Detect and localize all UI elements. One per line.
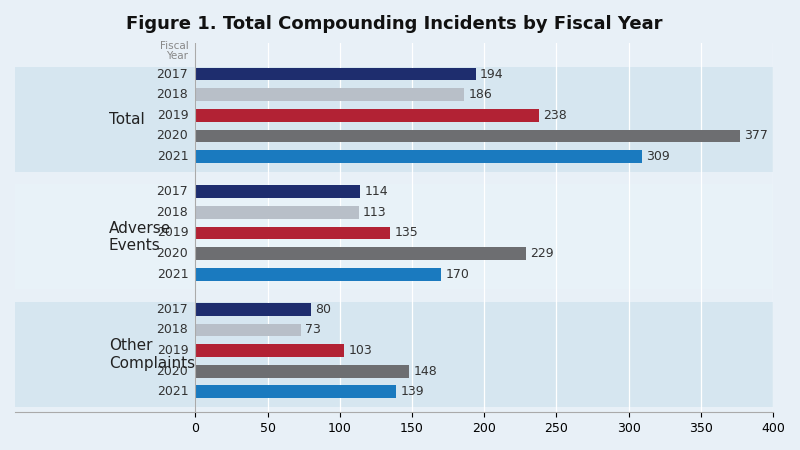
Text: 2021: 2021 — [157, 385, 188, 398]
Text: 2019: 2019 — [157, 344, 188, 357]
Text: Fiscal
Year: Fiscal Year — [159, 40, 188, 62]
Title: Figure 1. Total Compounding Incidents by Fiscal Year: Figure 1. Total Compounding Incidents by… — [126, 15, 662, 33]
Text: 103: 103 — [349, 344, 372, 357]
Bar — [195, 68, 476, 81]
Bar — [195, 365, 409, 378]
Bar — [195, 150, 642, 163]
Text: 2017: 2017 — [157, 68, 188, 81]
Text: 80: 80 — [315, 303, 331, 316]
Text: 186: 186 — [468, 88, 492, 101]
Bar — [195, 226, 390, 239]
Text: 135: 135 — [394, 226, 418, 239]
Text: 309: 309 — [646, 150, 670, 163]
Text: 2020: 2020 — [157, 130, 188, 143]
Bar — [195, 303, 311, 316]
Text: 2019: 2019 — [157, 226, 188, 239]
Text: 377: 377 — [744, 130, 768, 143]
Text: 114: 114 — [365, 185, 388, 198]
Text: Total: Total — [109, 112, 145, 127]
Bar — [195, 386, 396, 398]
Bar — [195, 324, 301, 336]
Text: 113: 113 — [363, 206, 386, 219]
Text: Other
Complaints: Other Complaints — [109, 338, 195, 371]
Text: 148: 148 — [414, 364, 438, 378]
Text: 170: 170 — [446, 268, 469, 281]
Bar — [15, 67, 773, 172]
Text: 139: 139 — [401, 385, 424, 398]
Bar — [195, 109, 539, 122]
Bar — [195, 88, 464, 101]
Bar — [195, 268, 441, 281]
Text: 229: 229 — [530, 247, 554, 260]
Bar — [15, 184, 773, 289]
Text: 2018: 2018 — [157, 324, 188, 337]
Text: 2020: 2020 — [157, 364, 188, 378]
Text: 2021: 2021 — [157, 150, 188, 163]
Text: 238: 238 — [543, 109, 567, 122]
Text: Adverse
Events: Adverse Events — [109, 220, 171, 253]
Text: 73: 73 — [306, 324, 321, 337]
Text: 2018: 2018 — [157, 206, 188, 219]
Bar — [195, 247, 526, 260]
Text: 2017: 2017 — [157, 185, 188, 198]
Bar — [195, 206, 358, 219]
Bar — [195, 344, 344, 357]
Bar — [195, 185, 360, 198]
Text: 194: 194 — [480, 68, 503, 81]
Text: 2017: 2017 — [157, 303, 188, 316]
Text: 2018: 2018 — [157, 88, 188, 101]
Bar — [15, 302, 773, 407]
Text: 2019: 2019 — [157, 109, 188, 122]
Text: 2020: 2020 — [157, 247, 188, 260]
Bar — [195, 130, 740, 142]
Text: 2021: 2021 — [157, 268, 188, 281]
